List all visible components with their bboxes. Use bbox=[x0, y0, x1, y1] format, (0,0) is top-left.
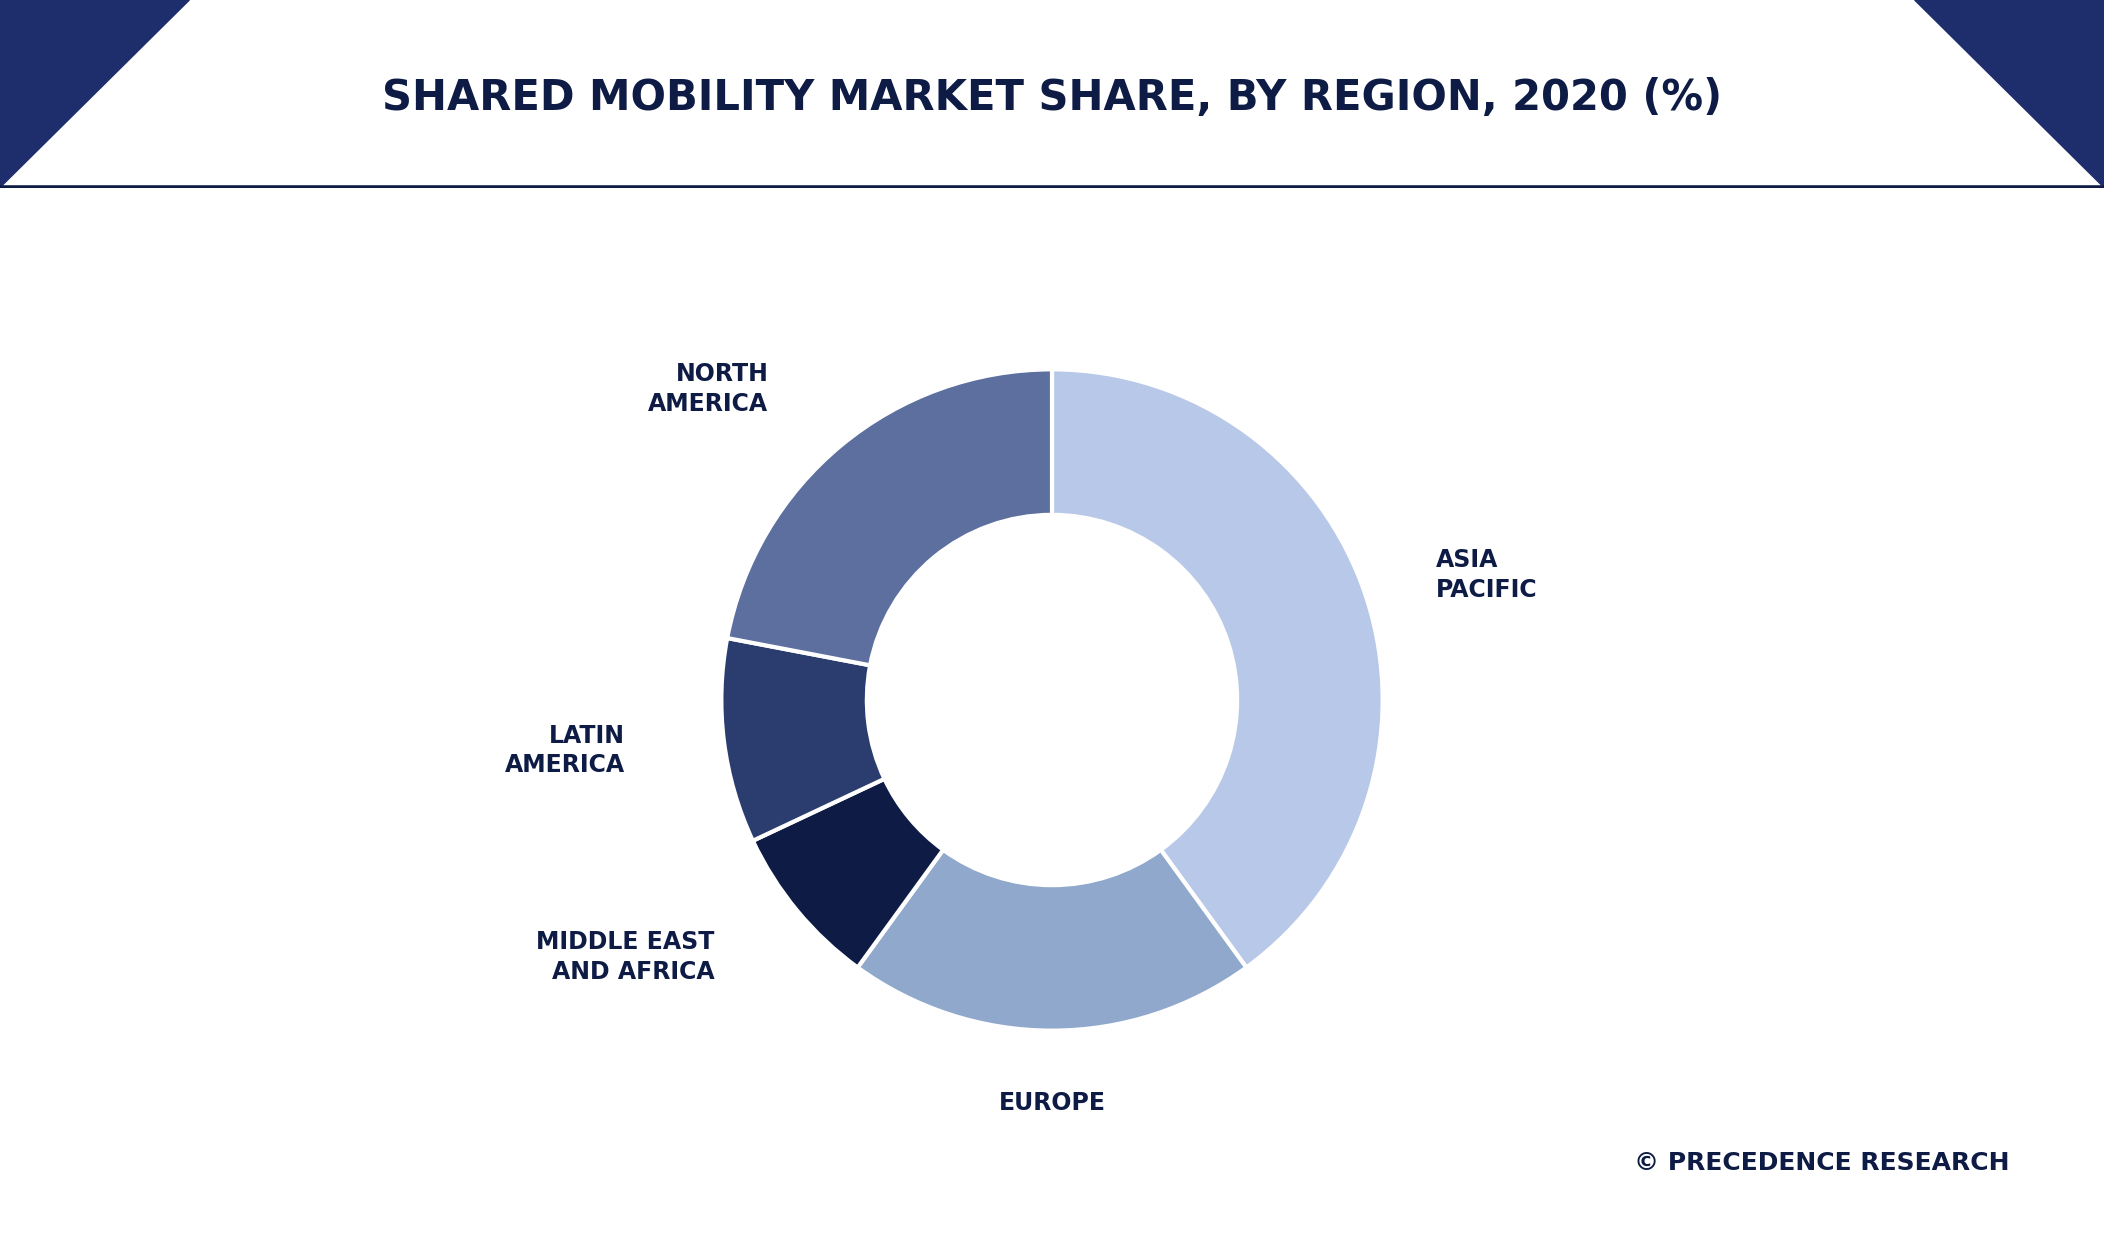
Wedge shape bbox=[722, 638, 884, 841]
Text: LATIN
AMERICA: LATIN AMERICA bbox=[505, 724, 625, 778]
Text: MIDDLE EAST
AND AFRICA: MIDDLE EAST AND AFRICA bbox=[537, 930, 715, 984]
Text: SHARED MOBILITY MARKET SHARE, BY REGION, 2020 (%): SHARED MOBILITY MARKET SHARE, BY REGION,… bbox=[383, 76, 1721, 119]
Wedge shape bbox=[728, 369, 1052, 665]
Text: EUROPE: EUROPE bbox=[999, 1091, 1105, 1115]
Polygon shape bbox=[0, 0, 189, 188]
Polygon shape bbox=[1915, 0, 2104, 188]
Text: NORTH
AMERICA: NORTH AMERICA bbox=[648, 362, 768, 416]
Text: © PRECEDENCE RESEARCH: © PRECEDENCE RESEARCH bbox=[1635, 1151, 2009, 1175]
Wedge shape bbox=[858, 850, 1246, 1031]
Wedge shape bbox=[1052, 369, 1382, 968]
Wedge shape bbox=[753, 779, 943, 968]
Text: ASIA
PACIFIC: ASIA PACIFIC bbox=[1435, 549, 1538, 602]
